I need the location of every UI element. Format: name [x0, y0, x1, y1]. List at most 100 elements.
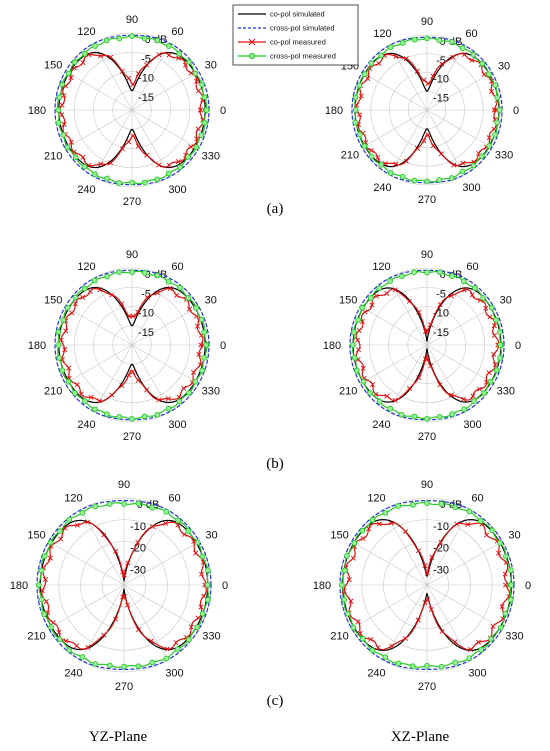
data-point: [437, 382, 443, 388]
data-point: [403, 158, 409, 164]
data-point: [491, 107, 497, 113]
radial-tick-label: -5: [141, 288, 151, 300]
data-point: [384, 290, 390, 297]
radial-tick-label: -30: [433, 564, 449, 576]
angle-tick-label: 270: [418, 431, 436, 443]
data-point: [436, 269, 443, 276]
data-point: [497, 540, 503, 546]
data-point: [56, 636, 63, 642]
data-point: [497, 355, 503, 361]
grid-spoke: [360, 306, 428, 346]
data-point: [201, 593, 207, 599]
data-point: [201, 354, 208, 361]
data-point: [135, 539, 141, 545]
data-point: [422, 600, 428, 606]
data-point: [393, 161, 399, 167]
data-point: [201, 94, 208, 101]
data-point: [411, 177, 418, 184]
data-point: [402, 635, 408, 641]
data-point: [424, 415, 430, 422]
data-point: [198, 604, 204, 610]
angle-tick-label: 270: [418, 681, 436, 693]
angle-tick-label: 30: [205, 530, 217, 542]
data-point: [449, 411, 456, 417]
data-point: [135, 143, 141, 149]
angle-tick-label: 60: [171, 26, 183, 38]
radial-tick-label: -10: [138, 73, 154, 85]
data-point: [491, 323, 497, 329]
data-point: [92, 171, 98, 178]
data-point: [201, 329, 208, 336]
data-point: [341, 596, 348, 603]
data-point: [59, 112, 65, 118]
data-point: [465, 521, 471, 527]
angle-tick-label: 300: [165, 667, 183, 679]
data-point: [416, 309, 422, 315]
data-point: [449, 273, 455, 279]
data-point: [356, 328, 362, 334]
grid-spoke: [131, 109, 171, 177]
data-point: [489, 88, 495, 95]
data-point: [120, 569, 126, 575]
panel-label-a: (a): [267, 201, 284, 217]
data-point: [341, 567, 348, 574]
data-point: [503, 582, 509, 588]
data-point: [484, 532, 490, 538]
data-point: [199, 553, 206, 560]
data-point: [355, 337, 361, 343]
data-point: [387, 405, 394, 412]
data-point: [149, 659, 156, 666]
series-co-pol-measured: [58, 285, 206, 404]
data-point: [109, 392, 115, 398]
data-point: [62, 347, 68, 353]
data-point: [461, 396, 467, 402]
series-line: [355, 288, 500, 401]
data-point: [346, 577, 352, 583]
data-point: [112, 616, 119, 622]
data-point: [163, 508, 170, 515]
data-point: [395, 503, 402, 509]
data-point: [35, 582, 42, 588]
data-point: [369, 302, 375, 308]
data-point: [406, 298, 412, 304]
data-point: [135, 500, 142, 507]
radial-tick-label: -30: [130, 564, 146, 576]
radial-tick-label: -20: [433, 543, 449, 555]
data-point: [175, 517, 181, 524]
data-point: [438, 151, 444, 157]
radial-tick-label: -10: [433, 74, 449, 86]
grid-spoke: [93, 109, 133, 177]
data-point: [406, 386, 412, 392]
angle-tick-label: 0: [220, 105, 226, 117]
data-point: [197, 107, 203, 113]
data-point: [205, 596, 211, 603]
series-cross-pol-measured: [55, 33, 210, 186]
data-point: [436, 37, 443, 44]
data-point: [436, 177, 443, 183]
data-point: [480, 295, 486, 301]
data-point: [174, 292, 180, 298]
data-point: [399, 40, 406, 46]
data-point: [460, 160, 466, 166]
grid-spoke: [426, 109, 493, 148]
data-point: [351, 329, 357, 335]
data-point: [85, 519, 91, 525]
data-point: [72, 154, 79, 161]
plane-label-yz: YZ-Plane: [89, 729, 148, 745]
data-point: [125, 560, 131, 566]
data-point: [196, 351, 202, 357]
data-point: [85, 644, 91, 650]
grid-spoke: [361, 109, 428, 148]
data-point: [74, 643, 80, 649]
angle-tick-label: 240: [367, 667, 385, 679]
data-point: [176, 50, 183, 57]
data-point: [470, 162, 477, 169]
grid-spoke: [426, 541, 503, 586]
data-point: [486, 135, 492, 141]
data-point: [493, 367, 500, 374]
data-point: [367, 389, 373, 396]
data-point: [203, 342, 209, 348]
data-point: [71, 59, 78, 65]
data-point: [91, 277, 98, 284]
data-point: [38, 567, 45, 574]
